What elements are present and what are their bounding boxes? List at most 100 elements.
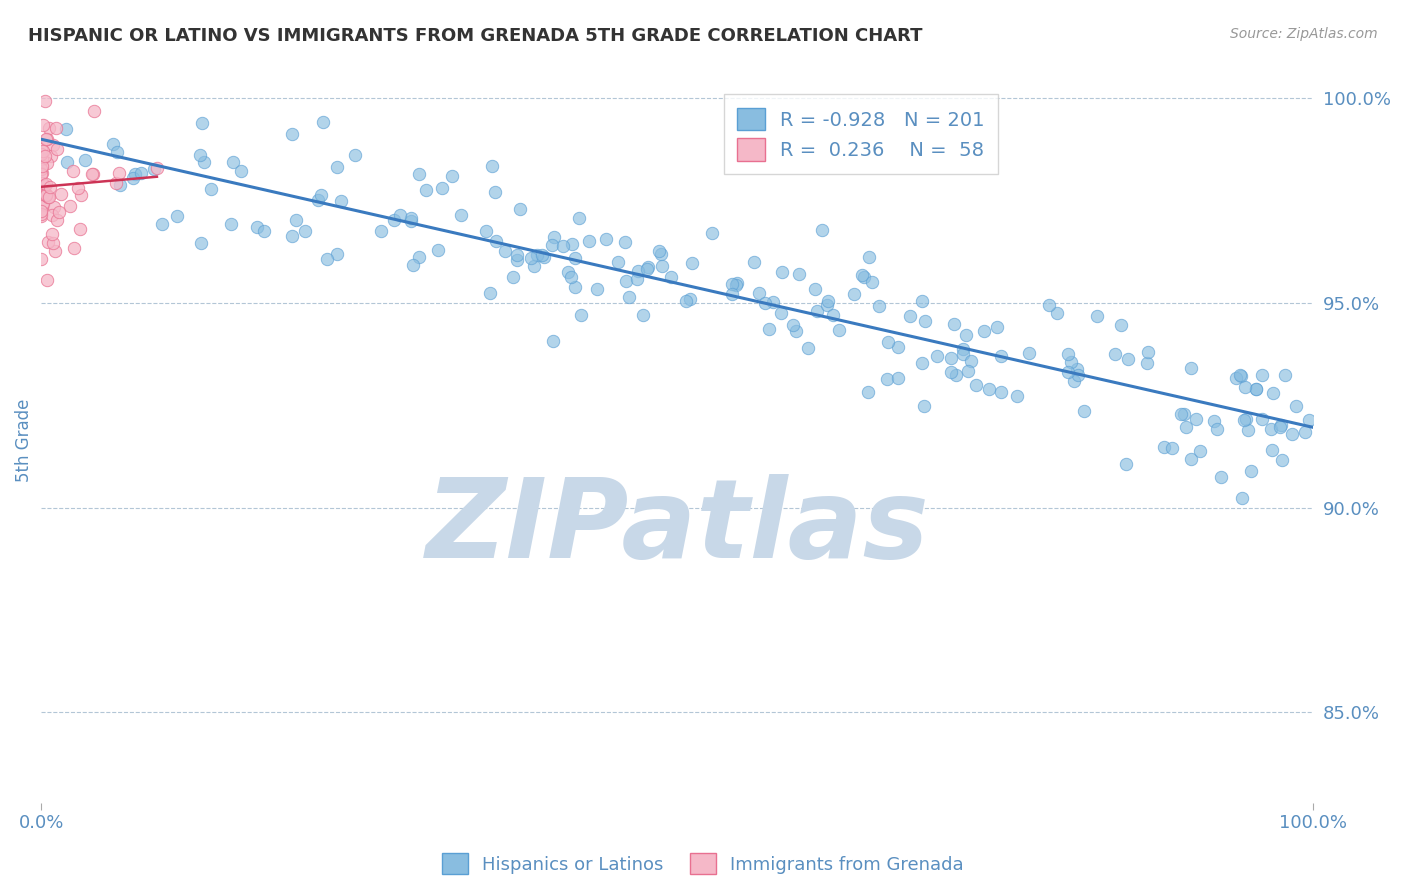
Point [945,368,967,382]
Point [80,167,103,181]
Point [426,243,449,257]
Point [188,148,211,162]
Point [509,202,531,217]
Point [1285,400,1308,414]
Point [1209,470,1232,484]
Point [631,308,654,322]
Point [858,251,880,265]
Point [748,285,770,300]
Text: HISPANIC OR LATINO VS IMMIGRANTS FROM GRENADA 5TH GRADE CORRELATION CHART: HISPANIC OR LATINO VS IMMIGRANTS FROM GR… [28,27,922,45]
Point [817,293,839,308]
Point [853,270,876,285]
Point [46,213,69,227]
Point [150,218,173,232]
Point [42,200,65,214]
Point [1173,407,1195,421]
Point [1170,407,1192,421]
Point [1060,354,1083,368]
Point [1229,368,1251,382]
Point [344,148,367,162]
Point [557,265,579,279]
Point [977,383,1000,397]
Point [505,248,527,262]
Legend: Hispanics or Latinos, Immigrants from Grenada: Hispanics or Latinos, Immigrants from Gr… [433,844,973,883]
Point [1046,306,1069,320]
Point [31,176,53,190]
Point [675,293,697,308]
Point [41,227,63,242]
Point [45,120,67,135]
Point [1271,452,1294,467]
Point [31,187,53,202]
Point [898,309,921,323]
Point [858,385,880,400]
Point [637,260,659,274]
Point [1136,356,1159,370]
Point [30,142,52,156]
Point [32,178,55,193]
Point [578,235,600,249]
Point [30,167,52,181]
Point [35,188,58,202]
Point [827,323,849,337]
Point [1233,380,1256,394]
Point [1115,458,1137,472]
Point [821,308,844,322]
Point [614,235,637,249]
Point [973,324,995,338]
Point [1066,362,1088,376]
Point [166,209,188,223]
Point [46,142,69,156]
Point [478,286,501,301]
Point [312,115,335,129]
Point [1260,422,1282,436]
Point [1085,310,1108,324]
Point [48,205,70,219]
Point [142,162,165,177]
Point [1250,411,1272,425]
Point [1038,298,1060,312]
Point [35,177,58,191]
Point [200,182,222,196]
Point [430,181,453,195]
Point [441,169,464,183]
Point [502,270,524,285]
Point [943,318,966,332]
Text: ZIPatlas: ZIPatlas [426,474,929,581]
Point [1174,420,1197,434]
Point [38,121,60,136]
Point [986,320,1008,334]
Point [37,273,59,287]
Point [105,177,128,191]
Point [1225,370,1247,384]
Point [30,252,52,266]
Point [1244,382,1267,396]
Point [30,147,52,161]
Point [35,156,58,170]
Point [1104,346,1126,360]
Point [219,217,242,231]
Point [31,145,53,159]
Point [1063,374,1085,388]
Point [294,224,316,238]
Point [1251,368,1274,382]
Point [1237,423,1260,437]
Point [586,282,609,296]
Point [851,268,873,282]
Point [553,239,575,253]
Point [876,372,898,386]
Point [41,149,63,163]
Point [32,118,55,132]
Point [1270,418,1292,433]
Point [31,196,53,211]
Point [475,225,498,239]
Point [59,199,82,213]
Point [700,226,723,240]
Point [1232,491,1254,505]
Point [887,340,910,354]
Point [193,155,215,169]
Y-axis label: 5th Grade: 5th Grade [15,399,32,482]
Point [1298,413,1320,427]
Point [770,265,793,279]
Point [129,166,152,180]
